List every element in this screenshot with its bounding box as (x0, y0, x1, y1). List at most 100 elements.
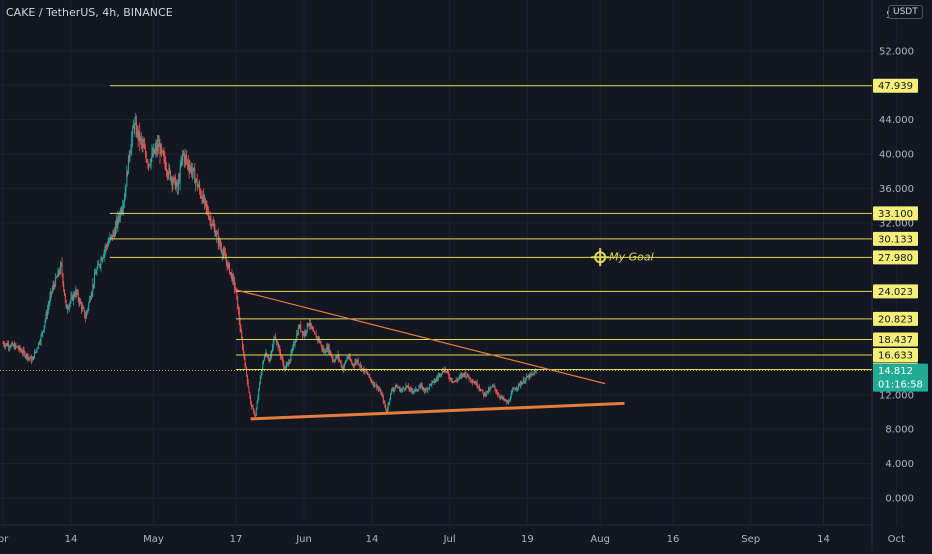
candle-body (138, 131, 140, 138)
candle-body (376, 384, 378, 388)
candle-body (192, 168, 194, 172)
candle-body (219, 239, 221, 245)
candle-body (21, 350, 23, 353)
candle-body (359, 364, 361, 366)
candle-body (149, 164, 151, 166)
candle-body (240, 328, 242, 333)
candle-body (476, 382, 478, 387)
candle-body (437, 375, 439, 378)
candle-body (327, 345, 329, 351)
candle-body (441, 370, 443, 374)
candle-body (29, 357, 31, 359)
candle-body (420, 384, 422, 386)
candle-body (25, 356, 27, 357)
candle-body (233, 279, 235, 288)
candle-body (283, 363, 285, 369)
y-tick-label: 44.000 (879, 115, 914, 126)
candle-body (470, 377, 472, 381)
candle-body (212, 223, 214, 226)
candle-body (53, 285, 55, 287)
level-label-box (873, 206, 918, 221)
y-tick-label: 52.000 (879, 46, 914, 57)
candle-body (72, 295, 74, 301)
candle-body (15, 344, 17, 347)
candle-body (325, 352, 327, 353)
candle-body (480, 390, 482, 391)
candle-body (401, 389, 403, 391)
candle-body (239, 321, 241, 329)
candle-body (271, 351, 273, 355)
candle-body (186, 157, 188, 162)
candle-body (319, 342, 321, 344)
candle-body (462, 373, 464, 377)
currency-badge[interactable]: USDT (888, 5, 923, 19)
candle-body (55, 277, 57, 278)
candle-body (518, 383, 520, 385)
candle-body (208, 217, 210, 219)
candle-body (389, 399, 391, 403)
candle-body (64, 295, 66, 300)
candle-body (439, 373, 441, 376)
candle-body (223, 251, 225, 254)
candle-body (99, 265, 101, 266)
candle-body (297, 327, 299, 335)
symbol-title[interactable]: CAKE / TetherUS, 4h, BINANCE (6, 6, 173, 19)
candle-body (103, 251, 105, 257)
candle-body (154, 149, 156, 153)
candle-body (147, 161, 149, 165)
candle-body (246, 367, 248, 375)
candle-body (186, 161, 188, 162)
candle-body (424, 389, 426, 391)
candle-body (367, 373, 369, 375)
candle-body (343, 363, 345, 368)
candle-body (98, 264, 100, 266)
candle-body (403, 387, 405, 389)
candle-body (12, 343, 14, 346)
candle-body (93, 274, 95, 285)
candle-body (84, 310, 86, 317)
candle-body (178, 179, 180, 189)
candle-body (432, 381, 434, 383)
candle-body (462, 373, 464, 375)
candle-body (91, 291, 93, 296)
candle-body (515, 388, 517, 390)
candle-body (310, 323, 312, 327)
y-tick-label: 40.000 (879, 150, 914, 161)
candle-body (520, 383, 522, 386)
candle-body (35, 349, 37, 352)
candle-body (227, 263, 229, 268)
candle-body (125, 186, 127, 191)
x-tick-label: Jun (295, 534, 312, 545)
candle-body (184, 155, 186, 162)
candle-body (523, 379, 525, 383)
candle-body (421, 385, 423, 390)
candle-body (10, 344, 12, 348)
candle-body (509, 398, 511, 401)
candle-body (54, 285, 56, 287)
candle-body (75, 289, 77, 296)
level-label: 27.980 (878, 253, 913, 264)
candle-body (302, 333, 304, 335)
candle-body (189, 168, 191, 171)
candle-body (352, 364, 354, 366)
candle-body (108, 241, 110, 244)
candle-body (534, 371, 536, 372)
candle-body (202, 194, 204, 202)
candle-body (535, 371, 537, 372)
candle-body (185, 155, 187, 158)
candle-body (419, 386, 421, 389)
candle-body (145, 154, 147, 161)
candle-body (27, 357, 29, 359)
candle-body (131, 128, 133, 139)
candle-body (493, 385, 495, 387)
y-tick-label: 0.000 (885, 494, 914, 505)
candle-body (172, 181, 174, 184)
candle-body (168, 168, 170, 176)
candle-body (317, 337, 319, 340)
candle-body (466, 376, 468, 378)
candle-body (268, 358, 270, 360)
candle-body (267, 356, 269, 358)
candle-body (521, 382, 523, 385)
